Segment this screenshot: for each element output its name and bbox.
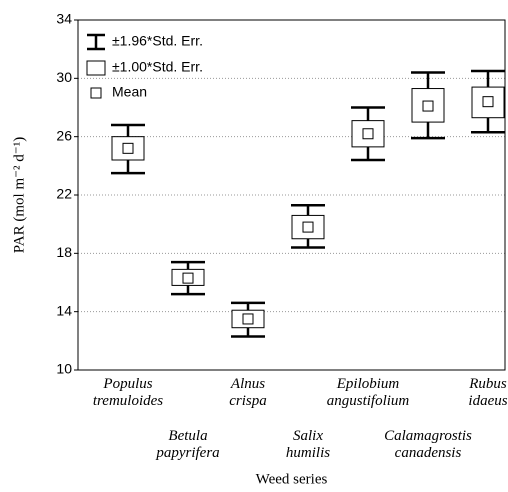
x-tick-label-line: canadensis bbox=[395, 445, 462, 461]
x-tick-label-line: Epilobium bbox=[336, 376, 400, 392]
x-tick-label: Alnus crispa bbox=[229, 376, 267, 409]
x-tick-label: Salix humilis bbox=[286, 428, 330, 461]
mean-marker bbox=[362, 128, 374, 140]
x-tick-label: Calamagrostis canadensis bbox=[384, 428, 472, 461]
x-tick-label-line: humilis bbox=[286, 445, 330, 461]
mean-marker bbox=[122, 142, 134, 154]
x-tick-label-line: Populus bbox=[102, 376, 152, 392]
legend-label: Mean bbox=[112, 84, 147, 100]
x-tick-label: Populus tremuloides bbox=[93, 376, 163, 409]
y-axis-label: PAR (mol m⁻² d⁻¹) bbox=[11, 137, 27, 253]
legend-label: ±1.96*Std. Err. bbox=[112, 33, 203, 49]
y-tick-label: 34 bbox=[56, 11, 72, 27]
x-tick-label: Rubus idaeus bbox=[468, 376, 507, 409]
x-tick-label-line: Alnus bbox=[230, 376, 265, 392]
x-tick-label: Betula papyrifera bbox=[155, 428, 219, 461]
mean-marker bbox=[242, 313, 254, 325]
mean-marker bbox=[482, 96, 494, 108]
x-tick-label-line: papyrifera bbox=[155, 445, 219, 461]
y-tick-label: 30 bbox=[56, 69, 72, 85]
plot-frame bbox=[77, 19, 506, 371]
y-tick-label: 22 bbox=[56, 186, 72, 202]
y-tick-label: 10 bbox=[56, 361, 72, 377]
x-tick-label-line: idaeus bbox=[468, 393, 507, 409]
x-tick-label-line: tremuloides bbox=[93, 393, 163, 409]
legend-mean bbox=[90, 87, 102, 99]
x-tick-label: Epilobium angustifolium bbox=[327, 376, 410, 409]
x-tick-label-line: Calamagrostis bbox=[384, 428, 472, 444]
x-tick-label-line: Rubus bbox=[468, 376, 507, 392]
y-tick-label: 26 bbox=[56, 127, 72, 143]
x-tick-label-line: angustifolium bbox=[327, 393, 410, 409]
x-tick-label-line: crispa bbox=[229, 393, 267, 409]
y-tick-label: 14 bbox=[56, 302, 72, 318]
mean-marker bbox=[302, 221, 314, 233]
mean-marker bbox=[422, 100, 434, 112]
x-axis-label: Weed series bbox=[256, 471, 328, 487]
legend-label: ±1.00*Std. Err. bbox=[112, 59, 203, 75]
legend-box bbox=[86, 60, 106, 76]
x-tick-label-line: Betula bbox=[168, 428, 207, 444]
y-tick-label: 18 bbox=[56, 244, 72, 260]
x-tick-label-line: Salix bbox=[293, 428, 323, 444]
mean-marker bbox=[182, 272, 194, 284]
